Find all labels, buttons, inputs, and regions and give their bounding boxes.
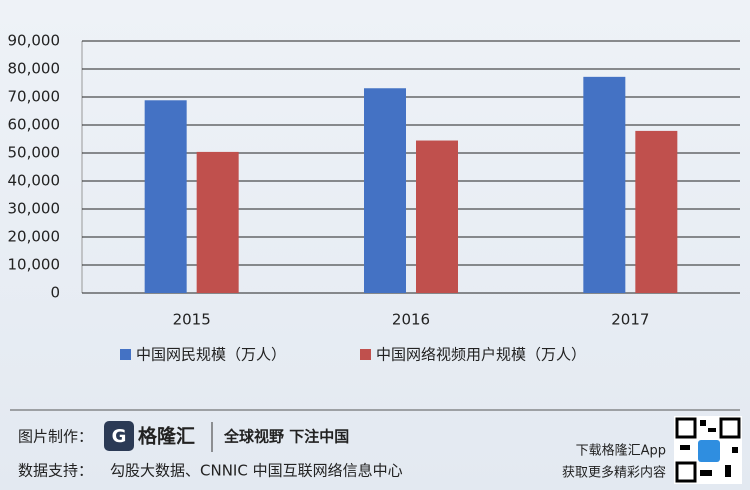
legend-label: 中国网络视频用户规模（万人） bbox=[376, 346, 586, 364]
y-tick-label: 50,000 bbox=[8, 144, 61, 162]
brand-logo-letter: G bbox=[112, 426, 127, 447]
x-tick-label: 2017 bbox=[611, 311, 649, 329]
slogan: 全球视野 下注中国 bbox=[223, 428, 349, 446]
legend-swatch bbox=[360, 349, 371, 360]
qr-code bbox=[674, 416, 742, 484]
y-tick-label: 40,000 bbox=[8, 172, 61, 190]
bar bbox=[364, 88, 406, 293]
y-tick-label: 0 bbox=[50, 284, 60, 302]
bar bbox=[416, 140, 458, 293]
source: 勾股大数据、CNNIC 中国互联网络信息中心 bbox=[110, 462, 403, 480]
y-tick-label: 90,000 bbox=[8, 32, 61, 50]
bar bbox=[144, 100, 187, 293]
app-line: 下载格隆汇App bbox=[576, 443, 666, 459]
bar bbox=[196, 151, 239, 293]
brand-logo bbox=[104, 421, 134, 451]
y-tick-label: 10,000 bbox=[8, 256, 61, 274]
y-tick-label: 80,000 bbox=[8, 60, 61, 78]
x-tick-label: 2015 bbox=[173, 311, 211, 329]
x-tick-label: 2016 bbox=[392, 311, 430, 329]
legend-swatch bbox=[120, 349, 131, 360]
brand: 格隆汇 bbox=[138, 425, 195, 448]
bar bbox=[583, 76, 626, 293]
maker-label: 图片制作： bbox=[18, 428, 93, 446]
y-tick-label: 70,000 bbox=[8, 88, 61, 106]
bar bbox=[635, 130, 678, 293]
app-line: 获取更多精彩内容 bbox=[562, 465, 666, 481]
legend-label: 中国网民规模（万人） bbox=[136, 346, 286, 364]
source-label: 数据支持： bbox=[18, 462, 93, 480]
y-tick-label: 30,000 bbox=[8, 200, 61, 218]
y-tick-label: 60,000 bbox=[8, 116, 61, 134]
y-tick-label: 20,000 bbox=[8, 228, 61, 246]
